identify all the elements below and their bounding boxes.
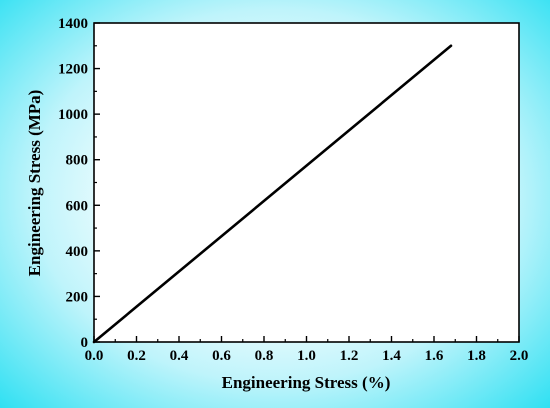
- x-tick-label: 1.8: [467, 348, 486, 364]
- y-tick-label: 1200: [58, 62, 88, 78]
- x-axis-title: Engineering Stress (%): [222, 373, 391, 392]
- y-tick-label: 1400: [58, 16, 88, 32]
- y-tick-label: 800: [66, 153, 89, 169]
- y-tick-label: 0: [81, 335, 89, 351]
- y-axis-title: Engineering Stress (MPa): [25, 90, 44, 277]
- x-tick-label: 0.0: [85, 348, 104, 364]
- y-tick-label: 600: [66, 198, 89, 214]
- x-tick-label: 0.8: [255, 348, 274, 364]
- y-tick-label: 200: [66, 289, 89, 305]
- x-tick-label: 0.6: [212, 348, 231, 364]
- x-axis-ticks: 0.0 0.2 0.4 0.6 0.8 1.0 1.2 1.4 1.6 1.8 2.0: [85, 336, 529, 364]
- series-line: [92, 44, 453, 344]
- y-axis-ticks: 0 200 400 600 800 1000 1200 1400: [58, 16, 100, 351]
- x-tick-label: 2.0: [510, 348, 529, 364]
- x-tick-label: 1.2: [340, 348, 359, 364]
- x-tick-label: 1.6: [425, 348, 444, 364]
- y-tick-label: 400: [66, 244, 89, 260]
- x-tick-label: 1.4: [382, 348, 401, 364]
- x-tick-label: 0.2: [127, 348, 146, 364]
- y-tick-label: 1000: [58, 107, 88, 123]
- x-tick-label: 0.4: [170, 348, 189, 364]
- series-group: [92, 44, 453, 344]
- plot-area: [93, 22, 520, 343]
- x-tick-label: 1.0: [297, 348, 316, 364]
